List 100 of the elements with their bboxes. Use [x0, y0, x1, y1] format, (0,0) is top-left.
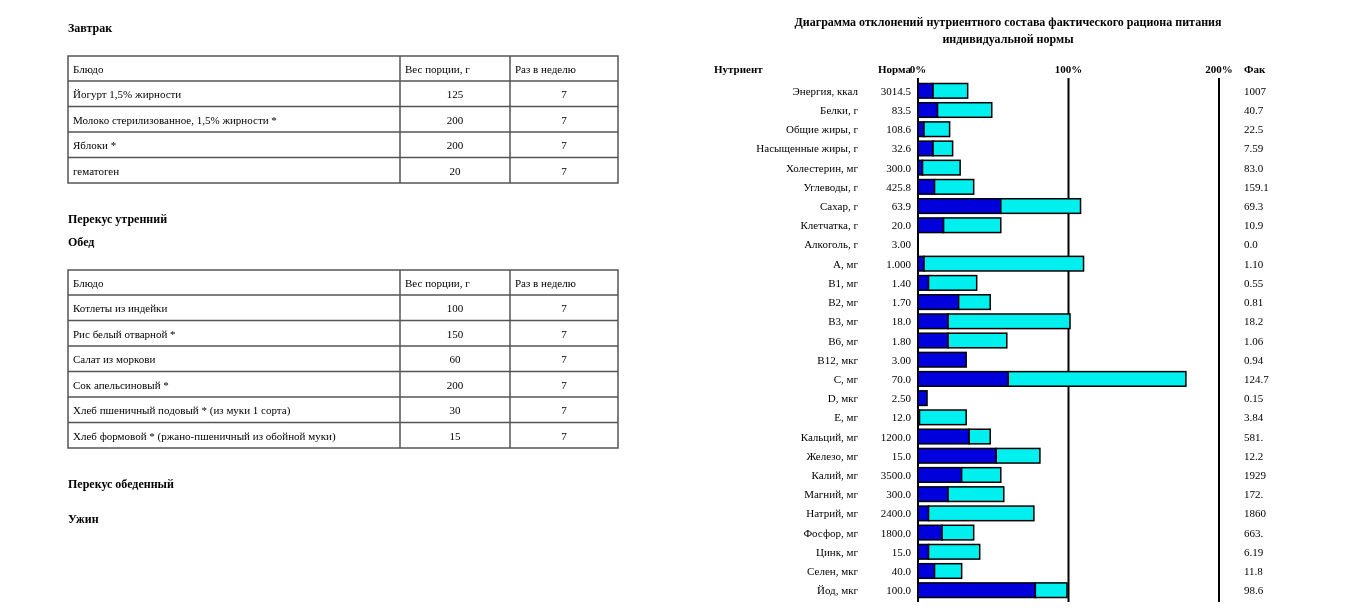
- text: 1.000: [886, 257, 912, 270]
- data-label: 125: [446, 88, 464, 100]
- data-label: 200: [446, 113, 464, 126]
- x-tick-label: 0%: [909, 63, 927, 75]
- y-tick-label: D, мкг: [827, 392, 859, 405]
- category-label: гематоген: [73, 164, 120, 177]
- text: 10.9: [1244, 219, 1264, 232]
- text: 32.6: [891, 142, 912, 155]
- category-label: Молоко стерилизованное, 1,5% жирности *: [73, 113, 277, 126]
- x-tick-label: 100%: [1054, 63, 1083, 75]
- data-label: 7: [561, 327, 568, 340]
- text: 663.: [1244, 526, 1264, 539]
- text: Раз в неделю: [515, 277, 576, 289]
- text: 1800.0: [880, 526, 912, 539]
- text: 18.2: [1244, 315, 1264, 328]
- y-tick-label: Калий, мг: [811, 468, 859, 481]
- text: Обед: [68, 235, 95, 249]
- chart-title: Диаграмма отклонений нутриентного состава фактического рациона питания индивидуальной нормы: [794, 15, 1222, 46]
- data-label: 7: [561, 88, 568, 100]
- text: 172.: [1244, 488, 1264, 501]
- text: 11.8: [1244, 564, 1264, 577]
- text: 6.19: [1244, 545, 1264, 558]
- y-tick-label: B6, мг: [828, 334, 859, 347]
- text: 3.84: [1244, 411, 1264, 424]
- data-label: 200: [446, 139, 464, 151]
- text: 300.0: [886, 161, 912, 174]
- text: 1.70: [891, 296, 912, 309]
- y-tick-label: Клетчатка, г: [800, 219, 859, 232]
- text: 22.5: [1244, 123, 1264, 136]
- y-tick-label: B1, мг: [828, 276, 859, 289]
- text: 0.55: [1244, 276, 1264, 289]
- text: 159.1: [1244, 180, 1269, 193]
- y-axis-title: Нутриент: [714, 63, 764, 75]
- text: 100.0: [886, 584, 912, 597]
- text: 12.2: [1244, 449, 1264, 462]
- text: 108.6: [886, 123, 912, 136]
- text: 3.00: [891, 353, 912, 366]
- category-label: Сок апельсиновый *: [73, 378, 169, 391]
- text: 20.0: [891, 219, 912, 232]
- y-tick-label: Белки, г: [820, 104, 859, 117]
- category-label: Салат из моркови: [73, 353, 156, 365]
- text: Перекус обеденный: [68, 477, 174, 491]
- y-tick-label: Общие жиры, г: [786, 123, 859, 136]
- data-label: 7: [561, 378, 568, 391]
- text: Раз в неделю: [515, 63, 576, 75]
- data-label: 7: [561, 353, 568, 365]
- y-tick-label: Фосфор, мг: [803, 526, 859, 539]
- text: 425.8: [886, 180, 912, 193]
- text: 0.81: [1244, 296, 1264, 309]
- y-tick-label: Холестерин, мг: [785, 161, 859, 174]
- y-tick-label: Алкоголь, г: [804, 238, 859, 251]
- data-label: 200: [446, 378, 464, 391]
- text: 300.0: [886, 488, 912, 501]
- category-label: Хлеб пшеничный подовый * (из муки 1 сорта): [73, 404, 291, 417]
- y-tick-label: Цинк, мг: [815, 545, 859, 558]
- text: 18.0: [891, 315, 912, 328]
- data-label: 7: [561, 302, 568, 314]
- text: 0.0: [1244, 238, 1259, 251]
- y-tick-label: Селен, мкг: [807, 564, 859, 577]
- text: Норма: [878, 63, 912, 75]
- text: 15.0: [891, 449, 912, 462]
- y-tick-label: B3, мг: [828, 315, 859, 328]
- data-label: 150: [446, 327, 464, 340]
- text: 3500.0: [880, 468, 912, 481]
- text: Блюдо: [73, 277, 104, 289]
- text: 1007: [1244, 84, 1267, 97]
- text: 83.0: [1244, 161, 1264, 174]
- text: 1.80: [891, 334, 912, 347]
- text: 1.10: [1244, 257, 1264, 270]
- text: Завтрак: [68, 21, 113, 35]
- x-tick-label: 200%: [1205, 63, 1233, 75]
- text: 40.0: [891, 564, 912, 577]
- text: 124.7: [1244, 372, 1270, 385]
- text: 1.40: [891, 276, 912, 289]
- data-label: 7: [561, 164, 568, 177]
- text: 3.00: [891, 238, 912, 251]
- y-tick-label: E, мг: [834, 411, 859, 424]
- text: 1860: [1244, 507, 1267, 520]
- text: Вес порции, г: [405, 63, 471, 75]
- category-label: Хлеб формовой * (ржано-пшеничный из обойной муки): [73, 429, 336, 443]
- text: 0.15: [1244, 392, 1264, 405]
- data-label: 15: [449, 429, 461, 442]
- text: 98.6: [1244, 584, 1264, 597]
- text: 581.: [1244, 430, 1264, 443]
- data-label: 7: [561, 429, 568, 442]
- text: 7.59: [1244, 142, 1264, 155]
- data-label: 7: [561, 139, 568, 151]
- text: 1929: [1244, 468, 1267, 481]
- y-tick-label: Магний, мг: [804, 488, 859, 501]
- category-label: Яблоки *: [73, 139, 117, 151]
- y-tick-label: Насыщенные жиры, г: [756, 142, 859, 155]
- category-label: Рис белый отварной *: [73, 327, 176, 340]
- y-tick-label: B2, мг: [828, 296, 859, 309]
- y-tick-label: Йод, мкг: [816, 584, 859, 597]
- data-label: 60: [449, 353, 461, 365]
- y-tick-label: Энергия, ккал: [792, 84, 859, 97]
- text: Блюдо: [73, 63, 104, 75]
- y-tick-label: Кальций, мг: [800, 430, 859, 443]
- text: Фак: [1244, 63, 1266, 75]
- text: 70.0: [891, 372, 912, 385]
